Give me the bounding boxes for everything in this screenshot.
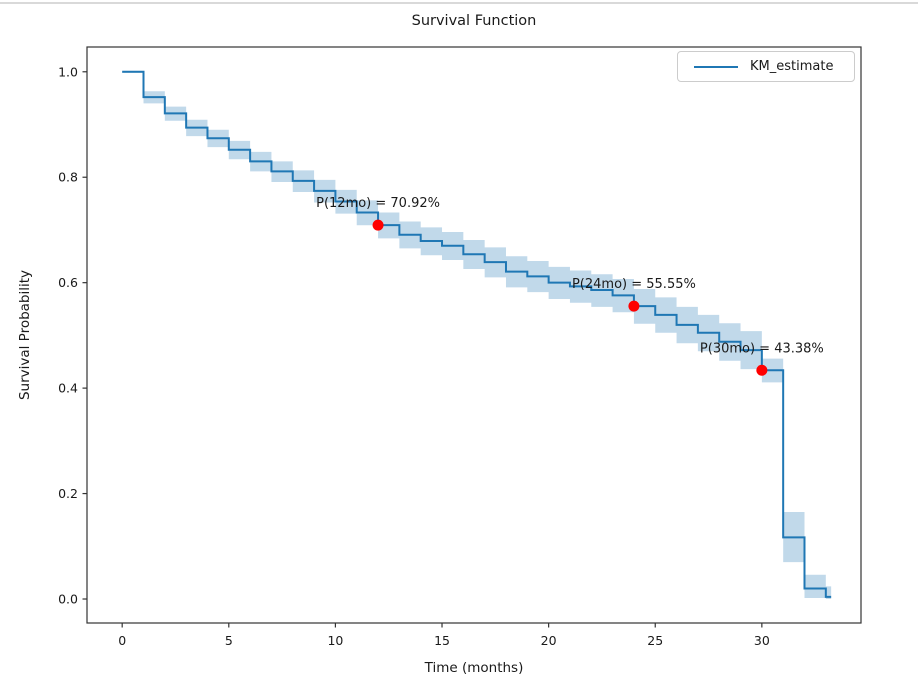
milestone-annotation: P(30mo) = 43.38% <box>700 341 824 356</box>
x-tick-label: 30 <box>754 633 770 648</box>
y-tick-label: 0.4 <box>58 381 78 396</box>
y-tick-label: 0.6 <box>58 275 78 290</box>
x-tick-label: 5 <box>225 633 233 648</box>
milestone-annotation: P(12mo) = 70.92% <box>316 196 440 211</box>
milestone-annotation: P(24mo) = 55.55% <box>572 277 696 292</box>
legend: KM_estimate <box>677 51 855 82</box>
x-tick-label: 0 <box>118 633 126 648</box>
x-tick-label: 15 <box>434 633 450 648</box>
x-tick-label: 25 <box>647 633 663 648</box>
x-tick-label: 10 <box>327 633 343 648</box>
legend-line-icon <box>694 65 738 68</box>
axes-box <box>86 46 862 624</box>
y-tick-label: 0.2 <box>58 486 78 501</box>
window-top-divider <box>0 2 918 4</box>
y-tick-label: 0.8 <box>58 170 78 185</box>
y-axis-label: Survival Probability <box>17 269 33 401</box>
milestone-marker-dot <box>756 364 768 376</box>
milestone-marker-dot <box>628 300 640 312</box>
x-axis-label: Time (months) <box>424 660 524 676</box>
x-tick-label: 20 <box>541 633 557 648</box>
legend-series-label: KM_estimate <box>750 59 834 74</box>
km-estimate-line <box>122 70 832 598</box>
confidence-interval-band <box>122 71 832 600</box>
chart-title: Survival Function <box>411 13 537 29</box>
y-tick-label: 1.0 <box>58 64 78 79</box>
y-tick-label: 0.0 <box>58 592 78 607</box>
milestone-marker-dot <box>372 219 384 231</box>
